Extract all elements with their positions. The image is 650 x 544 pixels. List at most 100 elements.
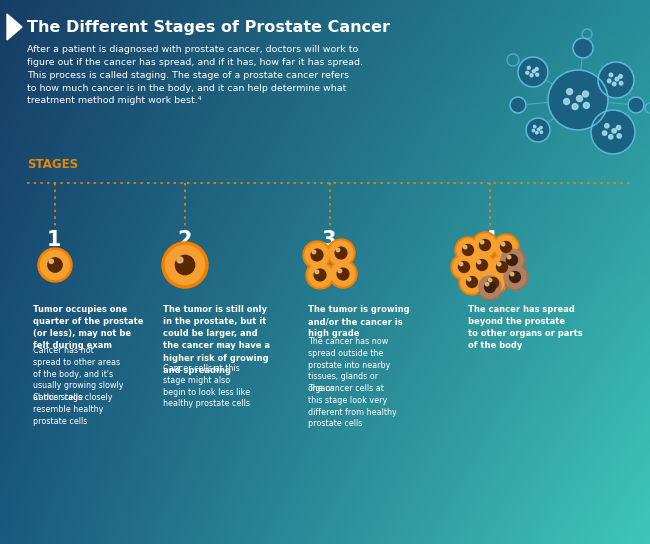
Circle shape [336,248,340,252]
Circle shape [463,245,473,256]
Circle shape [536,73,539,76]
Circle shape [502,264,528,290]
Circle shape [457,239,479,261]
Circle shape [467,277,471,281]
Circle shape [480,239,491,250]
Circle shape [478,261,481,264]
Circle shape [604,123,609,128]
Circle shape [315,270,318,274]
Circle shape [591,110,635,154]
Circle shape [497,262,508,273]
Circle shape [616,126,621,130]
Circle shape [501,243,505,246]
Circle shape [176,255,194,275]
Circle shape [455,237,481,263]
Circle shape [607,79,611,83]
Circle shape [506,255,517,265]
Text: 3: 3 [322,230,337,250]
Circle shape [488,279,492,282]
Text: After a patient is diagnosed with prostate cancer, doctors will work to
figure o: After a patient is diagnosed with prosta… [27,45,363,106]
Circle shape [603,131,607,135]
Circle shape [459,269,485,295]
Circle shape [495,236,517,258]
Circle shape [469,252,495,278]
Text: The cancer has spread
beyond the prostate
to other organs or parts
of the body: The cancer has spread beyond the prostat… [468,305,582,350]
Text: 4: 4 [482,230,497,250]
Circle shape [38,248,72,282]
Circle shape [329,260,357,288]
Text: The tumor is growing
and/or the cancer is
high grade: The tumor is growing and/or the cancer i… [308,305,410,338]
Circle shape [548,70,608,130]
Circle shape [508,256,511,259]
Circle shape [499,247,525,273]
Circle shape [476,259,488,270]
Circle shape [467,276,478,287]
Circle shape [584,102,590,108]
Circle shape [534,126,536,128]
Circle shape [311,249,323,261]
Polygon shape [7,14,22,40]
Circle shape [608,135,613,139]
Circle shape [617,134,621,138]
Circle shape [308,263,332,287]
Circle shape [166,245,205,285]
Circle shape [497,262,501,266]
Circle shape [480,270,506,296]
Circle shape [491,256,513,278]
Circle shape [540,131,543,133]
Circle shape [338,269,342,273]
Circle shape [564,98,569,104]
Circle shape [331,262,355,286]
Circle shape [177,257,183,263]
Circle shape [489,254,515,280]
Text: Cancer cells at this
stage might also
begin to look less like
healthy prostate c: Cancer cells at this stage might also be… [163,364,250,409]
Circle shape [453,256,475,278]
Circle shape [510,273,514,276]
Circle shape [312,250,316,254]
Circle shape [567,89,573,95]
Circle shape [501,249,523,271]
Circle shape [538,128,540,131]
Circle shape [40,251,70,280]
Circle shape [461,271,483,293]
Circle shape [540,126,542,129]
Circle shape [471,254,493,276]
Circle shape [482,272,504,294]
Circle shape [329,241,353,265]
Circle shape [526,71,529,74]
Circle shape [573,38,593,58]
Circle shape [306,261,334,289]
Circle shape [460,262,463,266]
Circle shape [479,276,501,298]
Text: STAGES: STAGES [27,158,78,171]
Circle shape [612,82,616,86]
Circle shape [526,118,550,142]
Circle shape [162,242,208,288]
Circle shape [314,269,326,281]
Text: The Different Stages of Prostate Cancer: The Different Stages of Prostate Cancer [27,20,390,35]
Text: Cancer has not
spread to other areas
of the body, and it's
usually growing slowl: Cancer has not spread to other areas of … [33,346,124,402]
Circle shape [337,268,349,280]
Circle shape [530,74,533,77]
Circle shape [572,103,578,109]
Circle shape [463,245,467,249]
Circle shape [598,62,634,98]
Circle shape [532,70,535,73]
Circle shape [500,242,512,252]
Text: The tumor is still only
in the prostate, but it
could be larger, and
the cancer : The tumor is still only in the prostate,… [163,305,270,375]
Circle shape [527,66,530,69]
Circle shape [477,274,503,300]
Text: The cancer cells at
this stage look very
different from healthy
prostate cells: The cancer cells at this stage look very… [308,384,396,429]
Circle shape [619,75,622,78]
Circle shape [536,132,538,134]
Circle shape [303,241,331,269]
Circle shape [472,232,498,258]
Circle shape [488,277,499,288]
Circle shape [504,266,526,288]
Circle shape [305,243,329,267]
Circle shape [458,262,469,273]
Circle shape [48,258,62,272]
Circle shape [532,129,535,132]
Text: 2: 2 [177,230,192,250]
Circle shape [49,259,53,263]
